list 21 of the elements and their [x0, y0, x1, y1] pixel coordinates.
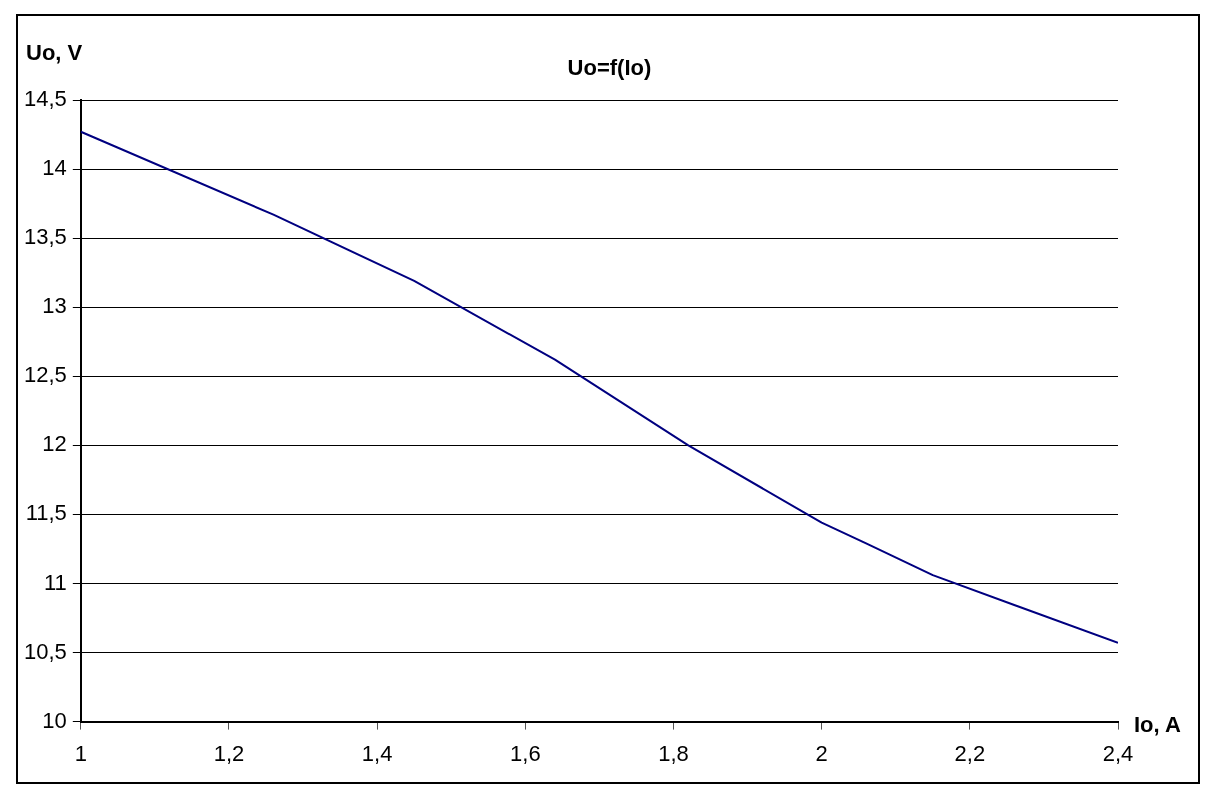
x-tick-label: 1,4 [361, 740, 393, 766]
y-tick-label: 12,5 [23, 362, 67, 388]
x-tick-label: 1,8 [658, 740, 689, 766]
x-tick-label: 2 [815, 740, 828, 766]
y-tick-label: 10,5 [23, 638, 67, 664]
x-axis-title: Io, A [1134, 711, 1181, 737]
x-tick-label: 1 [74, 740, 87, 766]
y-tick-label: 10 [42, 707, 67, 733]
y-tick-label: 14,5 [23, 86, 67, 112]
y-tick-label: 11 [43, 569, 67, 595]
y-tick-label: 14 [42, 155, 67, 181]
y-tick-label: 11,5 [25, 500, 67, 526]
y-tick-label: 13 [42, 293, 67, 319]
x-tick-label: 2,2 [954, 740, 986, 766]
y-tick-label: 12 [42, 431, 67, 457]
chart-title: Uo=f(Io) [567, 55, 652, 80]
y-axis-title: Uo, V [26, 40, 83, 65]
y-tick-label: 13,5 [23, 224, 67, 250]
x-tick-label: 2,4 [1102, 740, 1134, 766]
x-tick-label: 1,6 [510, 740, 541, 766]
x-tick-label: 1,2 [213, 740, 245, 766]
